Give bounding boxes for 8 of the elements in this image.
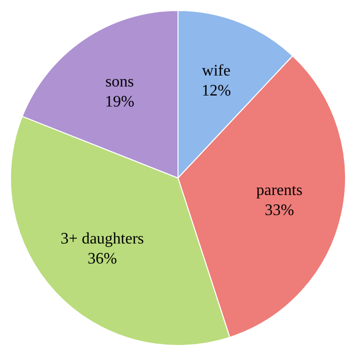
data-label: 36%	[88, 250, 117, 268]
data-label: 33%	[264, 202, 294, 219]
data-label: 12%	[202, 82, 231, 100]
slice-label: wife	[202, 62, 230, 80]
slice-label: sons	[105, 73, 134, 90]
data-label: 19%	[104, 93, 134, 110]
slice-label: 3+ daughters	[60, 230, 144, 248]
slice-label: parents	[256, 182, 302, 199]
